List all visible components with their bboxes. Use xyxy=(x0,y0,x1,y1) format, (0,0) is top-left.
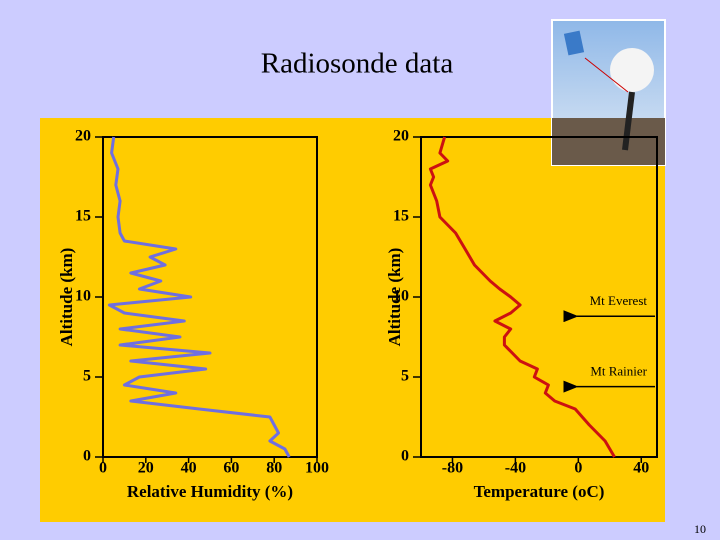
y-tick-label: 5 xyxy=(83,368,91,385)
profile-line xyxy=(107,136,291,458)
x-axis-title: Relative Humidity (%) xyxy=(127,482,293,501)
x-tick-label: 100 xyxy=(305,460,329,477)
x-tick-label: 20 xyxy=(138,460,154,477)
x-axis-title: Temperature (oC) xyxy=(474,482,605,501)
x-tick-label: 60 xyxy=(223,460,239,477)
slide-title: Radiosonde data xyxy=(261,48,454,80)
x-tick-label: 0 xyxy=(99,460,107,477)
x-tick-label: 40 xyxy=(633,460,649,477)
y-tick-label: 10 xyxy=(75,288,91,305)
photo xyxy=(551,19,666,166)
y-tick-label: 20 xyxy=(75,128,91,145)
y-tick-label: 0 xyxy=(401,448,409,465)
y-axis-title: Altitude (km) xyxy=(57,248,76,347)
y-tick-label: 0 xyxy=(83,448,91,465)
x-tick-label: 0 xyxy=(574,460,582,477)
x-tick-label: 80 xyxy=(266,460,282,477)
x-tick-label: -40 xyxy=(505,460,526,477)
annotation: Mt Rainier xyxy=(590,364,647,379)
y-tick-label: 15 xyxy=(75,208,91,225)
page-number: 10 xyxy=(694,522,706,536)
y-tick-label: 5 xyxy=(401,368,409,385)
y-tick-label: 10 xyxy=(393,288,409,305)
panel xyxy=(40,118,665,522)
x-tick-label: -80 xyxy=(442,460,463,477)
y-tick-label: 15 xyxy=(393,208,409,225)
y-tick-label: 20 xyxy=(393,128,409,145)
annotation: Mt Everest xyxy=(590,293,648,308)
y-axis-title: Altitude (km) xyxy=(385,248,404,347)
profile-line xyxy=(428,136,616,458)
x-tick-label: 40 xyxy=(181,460,197,477)
